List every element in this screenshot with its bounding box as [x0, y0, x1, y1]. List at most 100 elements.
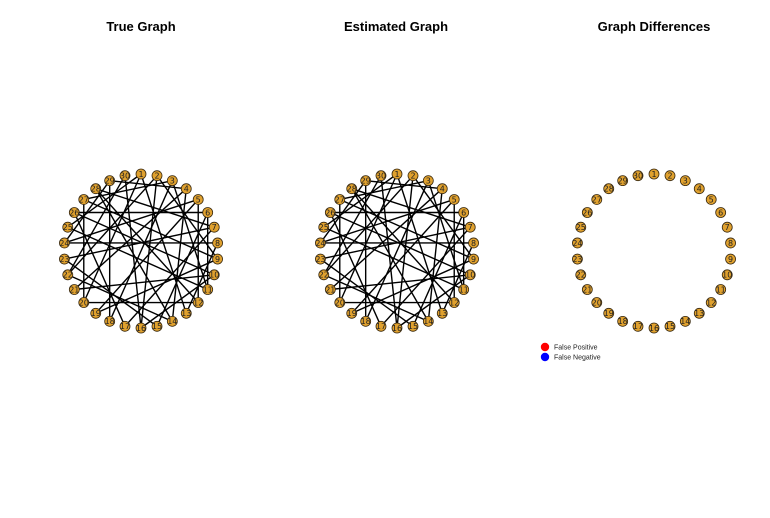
est-node-circle-12	[448, 297, 460, 308]
est-edge-4-21	[329, 188, 443, 291]
true-edge-1-20	[83, 173, 142, 303]
diff-node-19: 19	[603, 307, 615, 319]
est-node-circle-10	[464, 269, 476, 281]
true-edge-2-22	[67, 175, 158, 276]
est-node-circle-25	[318, 221, 330, 233]
est-node-circle-8	[468, 237, 479, 249]
diff-node-label-24: 24	[572, 239, 582, 248]
true-node-11: 11	[202, 284, 214, 295]
true-node-circle-22	[62, 269, 74, 281]
true-node-12: 12	[192, 297, 204, 308]
est-node-1: 1	[391, 168, 403, 180]
diff-node-18: 18	[617, 315, 629, 327]
est-node-circle-14	[422, 315, 434, 327]
true-node-circle-3	[166, 175, 178, 187]
est-node-9: 9	[468, 253, 479, 265]
diff-node-30: 30	[632, 170, 644, 182]
est-node-circle-28	[346, 183, 358, 195]
true-node-circle-20	[78, 297, 90, 308]
est-node-label-18: 18	[361, 317, 371, 326]
true-node-label-9: 9	[215, 255, 220, 264]
legend-label-0: False Positive	[554, 345, 598, 352]
est-edge-7-17	[380, 226, 471, 327]
legend-marker-0	[540, 342, 550, 352]
est-node-circle-9	[468, 253, 479, 265]
true-node-label-18: 18	[105, 317, 115, 326]
diff-node-circle-1	[648, 168, 660, 180]
est-edge-2-22	[323, 175, 414, 276]
true-node-10: 10	[208, 269, 220, 281]
est-node-label-24: 24	[315, 239, 325, 248]
true-node-16: 16	[135, 322, 147, 334]
diff-node-circle-2	[664, 170, 676, 182]
true-node-8: 8	[212, 237, 223, 249]
diff-node-circle-4	[693, 183, 705, 195]
diff-node-label-10: 10	[722, 271, 732, 280]
diff-node-4: 4	[693, 183, 705, 195]
true-node-label-30: 30	[120, 171, 130, 180]
diff-node-20: 20	[591, 297, 603, 308]
est-node-label-19: 19	[347, 309, 357, 318]
true-node-circle-12	[192, 297, 204, 308]
diff-node-15: 15	[664, 320, 676, 332]
diff-node-circle-21	[581, 284, 593, 295]
true-node-label-1: 1	[138, 170, 143, 179]
true-node-label-22: 22	[63, 271, 73, 280]
est-node-label-20: 20	[335, 298, 345, 307]
true-node-circle-15	[151, 320, 163, 332]
true-edge-4-21	[73, 188, 187, 291]
diff-node-circle-8	[725, 237, 736, 249]
diff-node-circle-28	[603, 183, 615, 195]
est-node-8: 8	[468, 237, 479, 249]
true-node-label-12: 12	[193, 298, 203, 307]
diff-node-label-29: 29	[618, 176, 628, 185]
panel-title-differences: Graph Differences	[597, 19, 711, 34]
est-node-25: 25	[318, 221, 330, 233]
est-node-label-29: 29	[361, 176, 371, 185]
est-node-circle-24	[315, 237, 326, 249]
est-node-circle-2	[407, 170, 419, 182]
est-edge-10-21	[330, 274, 471, 291]
est-node-label-15: 15	[408, 322, 418, 331]
true-node-label-2: 2	[154, 171, 159, 180]
true-node-circle-28	[90, 183, 102, 195]
est-node-circle-19	[346, 307, 358, 319]
true-node-label-15: 15	[152, 322, 162, 331]
est-node-circle-11	[458, 284, 470, 295]
true-node-circle-13	[180, 307, 192, 319]
true-node-label-21: 21	[69, 285, 79, 294]
est-node-19: 19	[346, 307, 358, 319]
est-edge-14-28	[351, 188, 429, 322]
diff-node-2: 2	[664, 170, 676, 182]
est-node-circle-17	[375, 320, 387, 332]
true-edge-8-13	[185, 242, 219, 314]
est-node-circle-23	[315, 253, 326, 265]
est-node-15: 15	[407, 320, 419, 332]
diff-node-24: 24	[572, 237, 583, 249]
diff-node-label-12: 12	[706, 298, 716, 307]
est-edge-4-29	[365, 179, 443, 190]
true-node-7: 7	[208, 221, 220, 233]
est-node-label-27: 27	[335, 195, 345, 204]
est-node-20: 20	[334, 297, 346, 308]
diff-node-circle-6	[715, 207, 727, 218]
est-node-14: 14	[422, 315, 434, 327]
true-node-5: 5	[192, 194, 204, 205]
est-node-26: 26	[324, 207, 336, 218]
true-edge-10-21	[74, 274, 215, 291]
est-edge-6-15	[412, 212, 465, 327]
true-node-label-6: 6	[205, 208, 210, 217]
diff-node-label-20: 20	[592, 298, 602, 307]
diff-node-label-7: 7	[725, 223, 730, 232]
true-node-circle-27	[78, 194, 90, 205]
est-node-circle-22	[318, 269, 330, 281]
diff-node-13: 13	[693, 307, 705, 319]
true-node-19: 19	[90, 307, 102, 319]
true-node-label-24: 24	[59, 239, 69, 248]
diff-node-26: 26	[581, 207, 593, 218]
true-node-22: 22	[62, 269, 74, 281]
est-node-label-4: 4	[440, 185, 445, 194]
true-node-circle-19	[90, 307, 102, 319]
est-node-circle-15	[407, 320, 419, 332]
